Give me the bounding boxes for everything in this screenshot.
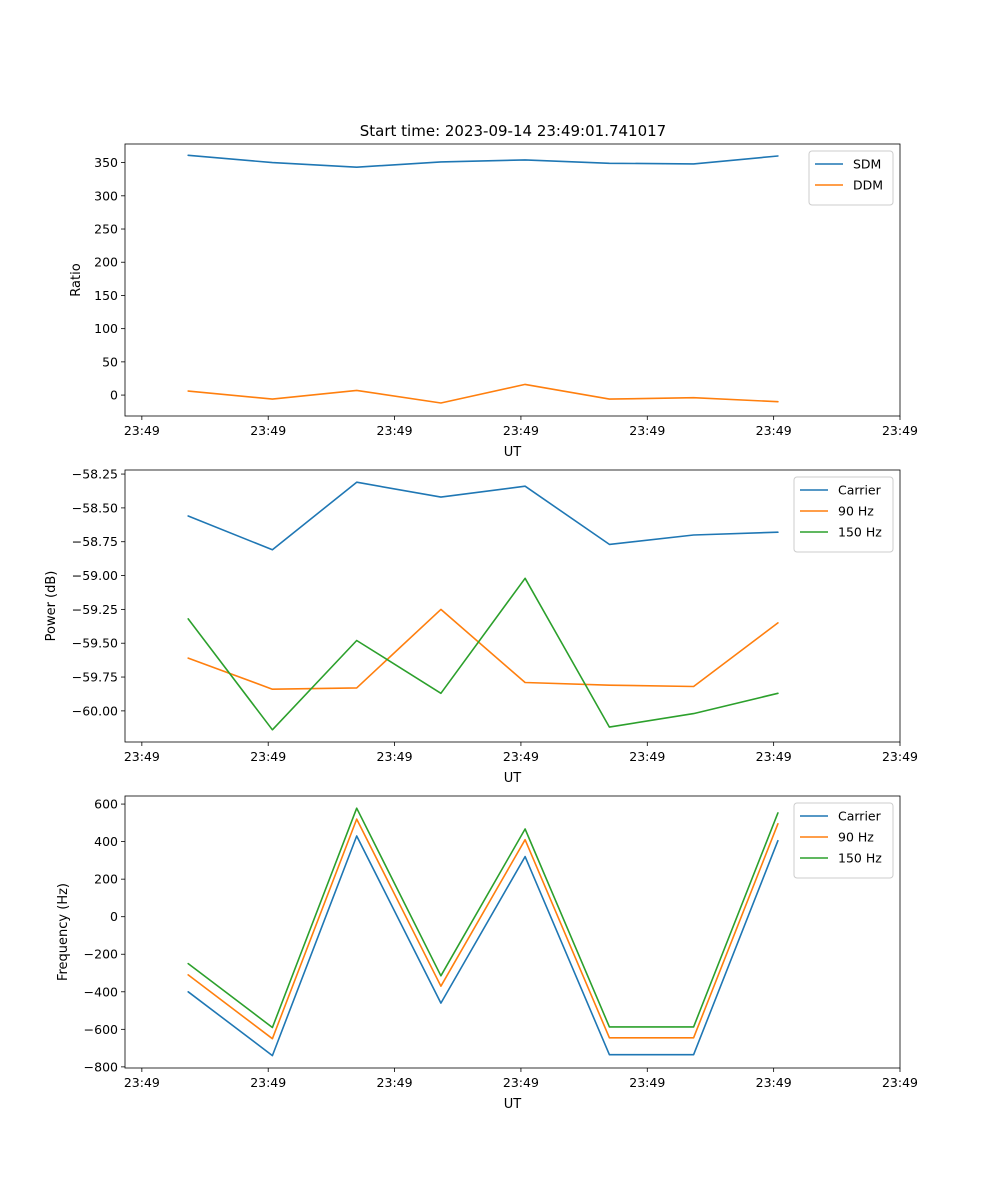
y-tick-label: −200 [84,947,118,962]
x-tick-label: 23:49 [250,423,286,438]
legend-label: SDM [853,157,881,172]
y-tick-label: −59.25 [72,602,118,617]
x-tick-label: 23:49 [882,423,918,438]
y-tick-label: 0 [110,909,118,924]
chart-panel-2: 23:49 23:49 23:49 23:49 23:49 23:49 23:49 −60.0… [44,467,918,786]
legend-label: 150 Hz [838,851,882,866]
x-tick-label: 23:49 [124,749,160,764]
y-tick-label: −60.00 [72,703,118,718]
series-line-ddm [187,383,779,404]
y-tick-label: 300 [94,188,118,203]
chart-panel-3: 23:49 23:49 23:49 23:49 23:49 23:49 23:49 −800 −… [56,795,918,1112]
legend-label: 150 Hz [838,525,882,540]
y-tick-label: 100 [94,321,118,336]
x-tick-label: 23:49 [124,423,160,438]
y-tick-label: 350 [94,155,118,170]
x-tick-label: 23:49 [756,1075,792,1090]
chart-panel-1: 23:49 23:49 23:49 23:49 23:49 23:49 23:49 0 50 10… [69,143,918,460]
plot-frame [124,795,901,1069]
legend-box [793,476,894,553]
y-tick-label: 600 [94,797,118,812]
y-tick-label: −800 [84,1059,118,1074]
y-tick-label: 200 [94,872,118,887]
y-axis-label: Frequency (Hz) [56,883,71,981]
y-tick-label: −58.25 [72,467,118,482]
legend: Carrier 90 Hz 150 Hz [793,802,894,879]
legend: Carrier 90 Hz 150 Hz [793,476,894,553]
x-tick-label: 23:49 [377,1075,413,1090]
series-line-carrier [187,481,779,551]
series-line-90-hz [187,608,779,691]
x-axis-label: UT [504,445,522,460]
x-axis-label: UT [504,771,522,786]
y-tick-label: 150 [94,288,118,303]
y-tick-label: 50 [102,354,118,369]
y-axis-label: Power (dB) [44,571,59,642]
y-tick-label: −59.75 [72,670,118,685]
x-tick-label: 23:49 [756,423,792,438]
legend-box [793,802,894,879]
x-tick-label: 23:49 [124,1075,160,1090]
x-tick-label: 23:49 [756,749,792,764]
series-line-150-hz [187,577,779,731]
legend-label: 90 Hz [838,504,874,519]
legend-label: Carrier [838,483,882,498]
y-tick-label: 200 [94,255,118,270]
x-tick-label: 23:49 [629,1075,665,1090]
figure-title: Start time: 2023-09-14 23:49:01.741017 [360,122,666,140]
x-tick-label: 23:49 [377,423,413,438]
x-tick-label: 23:49 [503,1075,539,1090]
plot-frame [124,469,901,743]
y-tick-label: 0 [110,388,118,403]
y-tick-label: −59.00 [72,568,118,583]
series-line-carrier [187,835,779,1057]
x-tick-label: 23:49 [882,1075,918,1090]
y-tick-label: 250 [94,222,118,237]
y-axis-label: Ratio [69,263,84,296]
y-tick-label: 400 [94,834,118,849]
x-tick-label: 23:49 [250,1075,286,1090]
x-tick-label: 23:49 [250,749,286,764]
y-tick-label: −400 [84,984,118,999]
plot-frame [124,143,901,417]
series-line-150-hz [187,807,779,1029]
series-line-90-hz [187,818,779,1040]
legend-label: Carrier [838,809,882,824]
x-tick-label: 23:49 [629,749,665,764]
x-tick-label: 23:49 [882,749,918,764]
x-axis-label: UT [504,1097,522,1112]
legend-label: DDM [853,178,883,193]
legend: SDM DDM [808,150,894,206]
x-tick-label: 23:49 [503,423,539,438]
y-tick-label: −58.75 [72,534,118,549]
y-tick-label: −600 [84,1022,118,1037]
x-tick-label: 23:49 [377,749,413,764]
y-tick-label: −58.50 [72,500,118,515]
y-tick-label: −59.50 [72,636,118,651]
legend-label: 90 Hz [838,830,874,845]
series-line-sdm [187,154,779,168]
x-tick-label: 23:49 [629,423,665,438]
x-tick-label: 23:49 [503,749,539,764]
